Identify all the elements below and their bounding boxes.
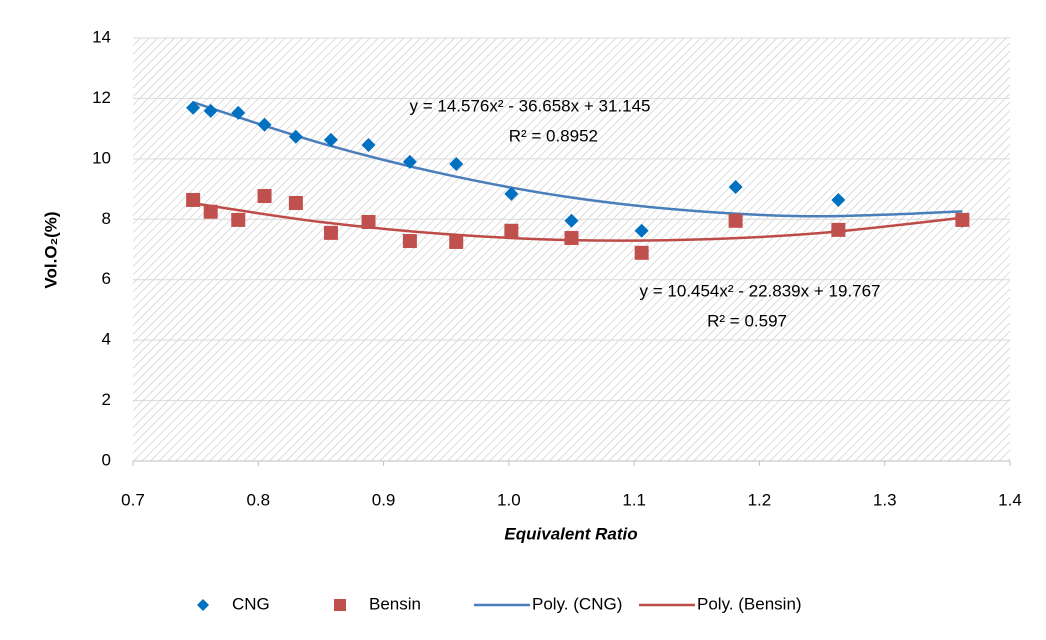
x-tick-label: 1.2 [748, 490, 772, 509]
point [449, 156, 464, 171]
point [323, 225, 338, 240]
point [402, 154, 417, 169]
point [504, 186, 519, 201]
point [361, 215, 376, 230]
point [449, 234, 464, 249]
point [203, 204, 218, 219]
point [361, 137, 376, 152]
y-tick-label: 10 [92, 148, 111, 167]
point [402, 234, 417, 249]
legend-label: Poly. (CNG) [532, 594, 622, 613]
point [288, 195, 303, 210]
x-tick-label: 0.7 [121, 490, 145, 509]
point [231, 105, 246, 120]
y-tick-label: 2 [102, 390, 111, 409]
x-tick-label: 0.8 [246, 490, 270, 509]
y-tick-label: 12 [92, 88, 111, 107]
point [323, 132, 338, 147]
legend-label: Bensin [369, 594, 421, 613]
x-tick-label: 1.3 [873, 490, 897, 509]
plot-area [133, 38, 1010, 461]
y-tick-label: 4 [102, 330, 111, 349]
point [728, 213, 743, 228]
x-axis-label: Equivalent Ratio [504, 524, 637, 543]
point [634, 245, 649, 260]
legend-label: CNG [232, 594, 270, 613]
legend-label: Poly. (Bensin) [697, 594, 802, 613]
point [504, 223, 519, 238]
point [231, 212, 246, 227]
point [634, 223, 649, 238]
x-tick-label: 1.1 [622, 490, 646, 509]
point [564, 231, 579, 246]
point [728, 179, 743, 194]
point [831, 222, 846, 237]
x-tick-label: 1.0 [497, 490, 521, 509]
point [257, 117, 272, 132]
x-tick-label: 0.9 [372, 490, 396, 509]
trendline [192, 101, 963, 218]
point [564, 213, 579, 228]
y-tick-label: 0 [102, 450, 111, 469]
point [955, 212, 970, 227]
y-tick-label: 6 [102, 269, 111, 288]
point [831, 192, 846, 207]
point [186, 100, 201, 115]
trend-equation: y = 14.576x² - 36.658x + 31.145 [409, 96, 650, 115]
trend-equation: R² = 0.597 [707, 311, 787, 330]
point [288, 129, 303, 144]
y-axis-label: Vol.O₂(%) [41, 211, 60, 288]
trend-equation: R² = 0.8952 [509, 126, 598, 145]
legend-marker [334, 599, 346, 611]
y-tick-label: 8 [102, 209, 111, 228]
point [186, 192, 201, 207]
trend-equation: y = 10.454x² - 22.839x + 19.767 [639, 281, 880, 300]
y-tick-label: 14 [92, 27, 111, 46]
point [203, 103, 218, 118]
legend-marker [197, 599, 209, 611]
x-tick-label: 1.4 [998, 490, 1022, 509]
point [257, 189, 272, 204]
